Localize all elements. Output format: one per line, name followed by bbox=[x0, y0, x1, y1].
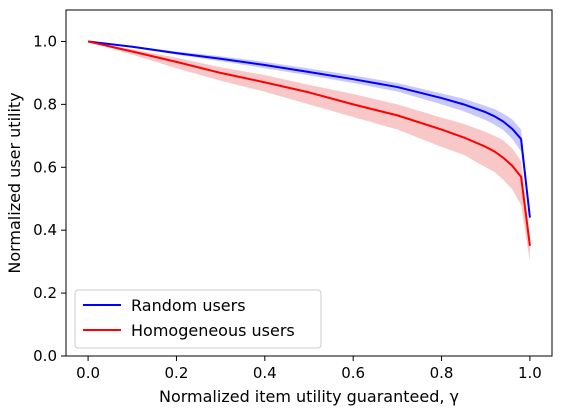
legend-label-homogeneous-users: Homogeneous users bbox=[131, 321, 295, 340]
x-tick-label: 0.4 bbox=[253, 364, 277, 382]
y-tick-label: 0.8 bbox=[33, 95, 57, 113]
y-tick-label: 0.0 bbox=[33, 347, 57, 365]
y-tick-label: 0.6 bbox=[33, 158, 57, 176]
y-tick-label: 1.0 bbox=[33, 32, 57, 50]
x-tick-label: 0.2 bbox=[165, 364, 189, 382]
y-axis-ticks: 0.0 0.2 0.4 0.6 0.8 1.0 bbox=[33, 32, 66, 365]
line-random-users bbox=[87, 40, 531, 218]
plot-frame bbox=[65, 9, 553, 357]
x-tick-label: 0.0 bbox=[76, 364, 100, 382]
y-axis-label: Normalized user utility bbox=[5, 92, 24, 273]
y-tick-label: 0.2 bbox=[33, 284, 57, 302]
y-tick-label: 0.4 bbox=[33, 221, 57, 239]
line-homogeneous-users bbox=[87, 40, 531, 247]
x-axis-ticks: 0.0 0.2 0.4 0.6 0.8 1.0 bbox=[76, 356, 542, 382]
legend-label-random-users: Random users bbox=[131, 296, 246, 315]
confidence-bands bbox=[88, 41, 530, 262]
series-lines bbox=[87, 40, 531, 247]
x-tick-label: 0.6 bbox=[341, 364, 365, 382]
band-homogeneous-users bbox=[88, 41, 530, 262]
legend: Random users Homogeneous users bbox=[74, 289, 322, 349]
legend-box bbox=[74, 289, 322, 349]
x-tick-label: 1.0 bbox=[518, 364, 542, 382]
x-tick-label: 0.8 bbox=[430, 364, 454, 382]
x-axis-label: Normalized item utility guaranteed, γ bbox=[159, 387, 459, 406]
